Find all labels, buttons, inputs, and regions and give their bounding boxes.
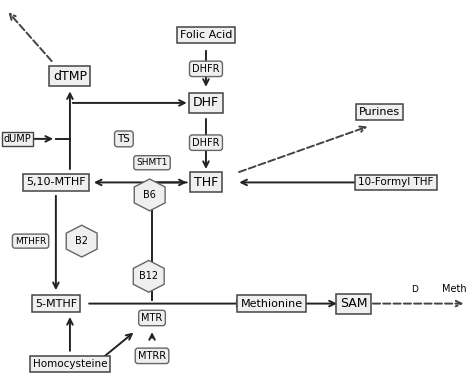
Text: DHF: DHF [193, 97, 219, 109]
Text: D: D [411, 285, 418, 294]
Text: 5,10-MTHF: 5,10-MTHF [26, 177, 86, 187]
Text: Meth: Meth [442, 284, 466, 294]
Text: MTRR: MTRR [138, 351, 166, 361]
Text: SHMT1: SHMT1 [137, 158, 168, 167]
Text: TS: TS [118, 134, 130, 144]
Text: SAM: SAM [340, 297, 367, 310]
Polygon shape [66, 225, 97, 257]
Text: dUMP: dUMP [3, 134, 31, 144]
Text: dTMP: dTMP [53, 70, 87, 83]
Text: Homocysteine: Homocysteine [33, 359, 107, 369]
Text: Purines: Purines [359, 108, 400, 117]
Text: MTHFR: MTHFR [15, 237, 46, 245]
Text: Folic Acid: Folic Acid [180, 30, 232, 40]
Text: 10-Formyl THF: 10-Formyl THF [358, 177, 434, 187]
Text: B6: B6 [143, 190, 156, 200]
Text: DHFR: DHFR [192, 64, 220, 74]
Text: B2: B2 [75, 236, 88, 246]
Text: Methionine: Methionine [241, 299, 303, 309]
Text: THF: THF [194, 176, 218, 189]
Text: MTR: MTR [141, 313, 163, 323]
Text: B12: B12 [139, 271, 158, 281]
Text: DHFR: DHFR [192, 138, 220, 148]
Polygon shape [133, 260, 164, 292]
Polygon shape [134, 179, 165, 211]
Text: 5-MTHF: 5-MTHF [35, 299, 77, 309]
